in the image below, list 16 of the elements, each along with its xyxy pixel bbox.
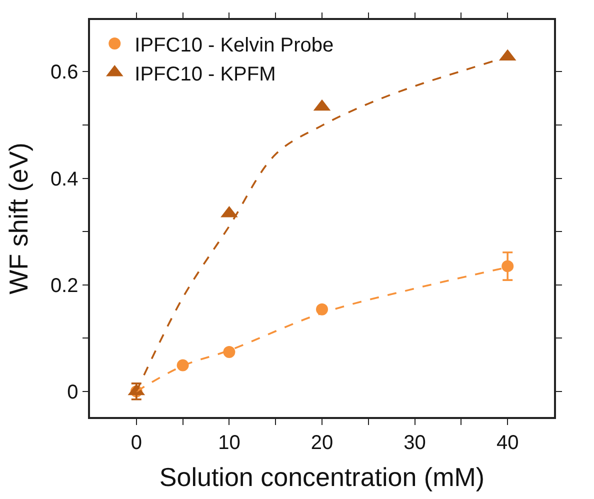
x-tick-label: 20 <box>310 432 334 454</box>
y-tick-label: 0 <box>67 381 78 404</box>
x-tick-label: 30 <box>404 432 426 454</box>
x-tick-label: 0 <box>130 432 142 454</box>
y-tick-label: 0.2 <box>50 274 78 297</box>
x-tick-label: 40 <box>496 432 519 454</box>
point <box>502 260 514 272</box>
x-tick-label: 10 <box>218 432 240 454</box>
point <box>223 346 236 358</box>
point <box>176 359 189 372</box>
legend-label: IPFC10 - Kelvin Probe <box>134 34 334 56</box>
legend-label: IPFC10 - KPFM <box>134 63 276 86</box>
y-axis-title: WF shift (eV) <box>3 142 34 294</box>
x-axis-title: Solution concentration (mM) <box>159 462 485 492</box>
y-tick-label: 0.4 <box>50 168 78 190</box>
y-tick-label: 0.6 <box>50 62 78 84</box>
